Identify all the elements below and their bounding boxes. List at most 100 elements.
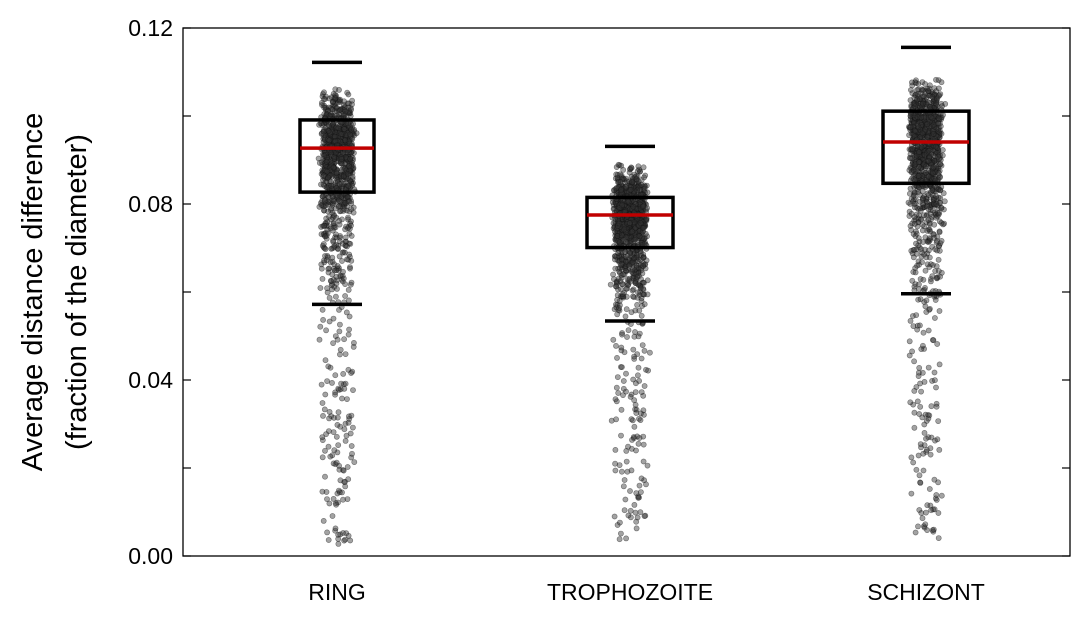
scatter-point (933, 193, 939, 200)
scatter-point (623, 388, 629, 395)
scatter-point (920, 276, 927, 283)
scatter-point (328, 111, 334, 118)
scatter-point (940, 112, 946, 118)
scatter-point (616, 239, 623, 246)
scatter-point (931, 506, 938, 513)
y-axis-title: Average distance difference (fraction of… (17, 113, 93, 471)
scatter-point (629, 436, 635, 443)
scatter-point (914, 142, 921, 149)
scatter-point (318, 261, 325, 268)
scatter-point (629, 417, 636, 424)
scatter-point (342, 483, 349, 490)
scatter-point (318, 381, 325, 388)
scatter-point (929, 527, 936, 534)
scatter-point (347, 155, 354, 162)
scatter-point (916, 159, 922, 165)
scatter-point (334, 263, 341, 269)
scatter-point (623, 370, 629, 377)
scatter-point (640, 225, 646, 231)
scatter-point (339, 258, 345, 264)
scatter-point (931, 476, 938, 483)
scatter-point (932, 315, 938, 321)
scatter-point (336, 306, 342, 313)
scatter-point (918, 388, 924, 395)
scatter-point (335, 125, 342, 131)
scatter-point (326, 408, 333, 415)
scatter-point (641, 513, 648, 519)
scatter-point (620, 483, 627, 490)
scatter-point (616, 305, 622, 311)
scatter-point (345, 286, 352, 293)
scatter-point (640, 392, 647, 399)
scatter-point (321, 152, 327, 159)
scatter-point (921, 251, 928, 258)
scatter-point (319, 306, 326, 313)
scatter-point (337, 131, 344, 138)
scatter-point (936, 308, 943, 314)
scatter-point (325, 443, 332, 450)
scatter-point (319, 454, 326, 461)
scatter-point (347, 537, 354, 544)
scatter-point (322, 151, 329, 158)
scatter-point (630, 376, 637, 383)
scatter-point (921, 151, 928, 158)
scatter-point (938, 492, 945, 499)
scatter-point (638, 181, 645, 188)
scatter-point (640, 203, 647, 210)
scatter-point (340, 268, 346, 275)
scatter-point (909, 155, 916, 162)
scatter-point (346, 313, 353, 320)
scatter-point (328, 182, 335, 189)
scatter-point (348, 206, 355, 213)
scatter-point (323, 257, 330, 263)
scatter-point (913, 240, 919, 247)
scatter-point (925, 239, 932, 245)
scatter-point (918, 346, 925, 352)
scatter-point (346, 163, 352, 169)
scatter-point (924, 133, 931, 140)
scatter-point (340, 496, 346, 503)
scatter-point (315, 155, 322, 162)
scatter-point (342, 478, 348, 485)
y-axis-label-line1: Average distance difference (17, 113, 49, 471)
scatter-point (925, 327, 932, 334)
scatter-point (912, 529, 919, 536)
scatter-point (619, 364, 625, 370)
scatter-point (939, 147, 946, 153)
scatter-point (909, 348, 915, 355)
scatter-point (330, 495, 337, 502)
scatter-point (629, 179, 635, 186)
scatter-point (935, 115, 942, 122)
scatter-point (638, 489, 644, 495)
scatter-point (630, 346, 637, 353)
scatter-point (644, 277, 651, 284)
scatter-point (342, 293, 348, 299)
scatter-point (336, 462, 342, 469)
scatter-point (647, 349, 653, 356)
scatter-point (911, 387, 918, 394)
scatter-point (619, 468, 625, 475)
scatter-point (637, 256, 644, 263)
scatter-point (348, 443, 355, 449)
scatter-point (329, 258, 336, 265)
scatter-point (347, 264, 353, 270)
scatter-point (618, 261, 625, 268)
scatter-point (617, 179, 624, 185)
scatter-point (609, 199, 616, 206)
scatter-point (927, 305, 933, 312)
scatter-point (346, 140, 353, 147)
scatter-point (336, 253, 343, 260)
scatter-point (320, 316, 326, 323)
category-label: RING (308, 579, 366, 605)
scatter-point (333, 185, 340, 191)
scatter-point (341, 98, 347, 105)
scatter-point (329, 513, 336, 519)
scatter-point (911, 424, 918, 431)
scatter-point (927, 502, 934, 509)
scatter-point (335, 442, 342, 448)
scatter-point (320, 172, 327, 179)
scatter-point (914, 96, 920, 103)
scatter-point (922, 284, 928, 291)
scatter-point (336, 351, 343, 358)
